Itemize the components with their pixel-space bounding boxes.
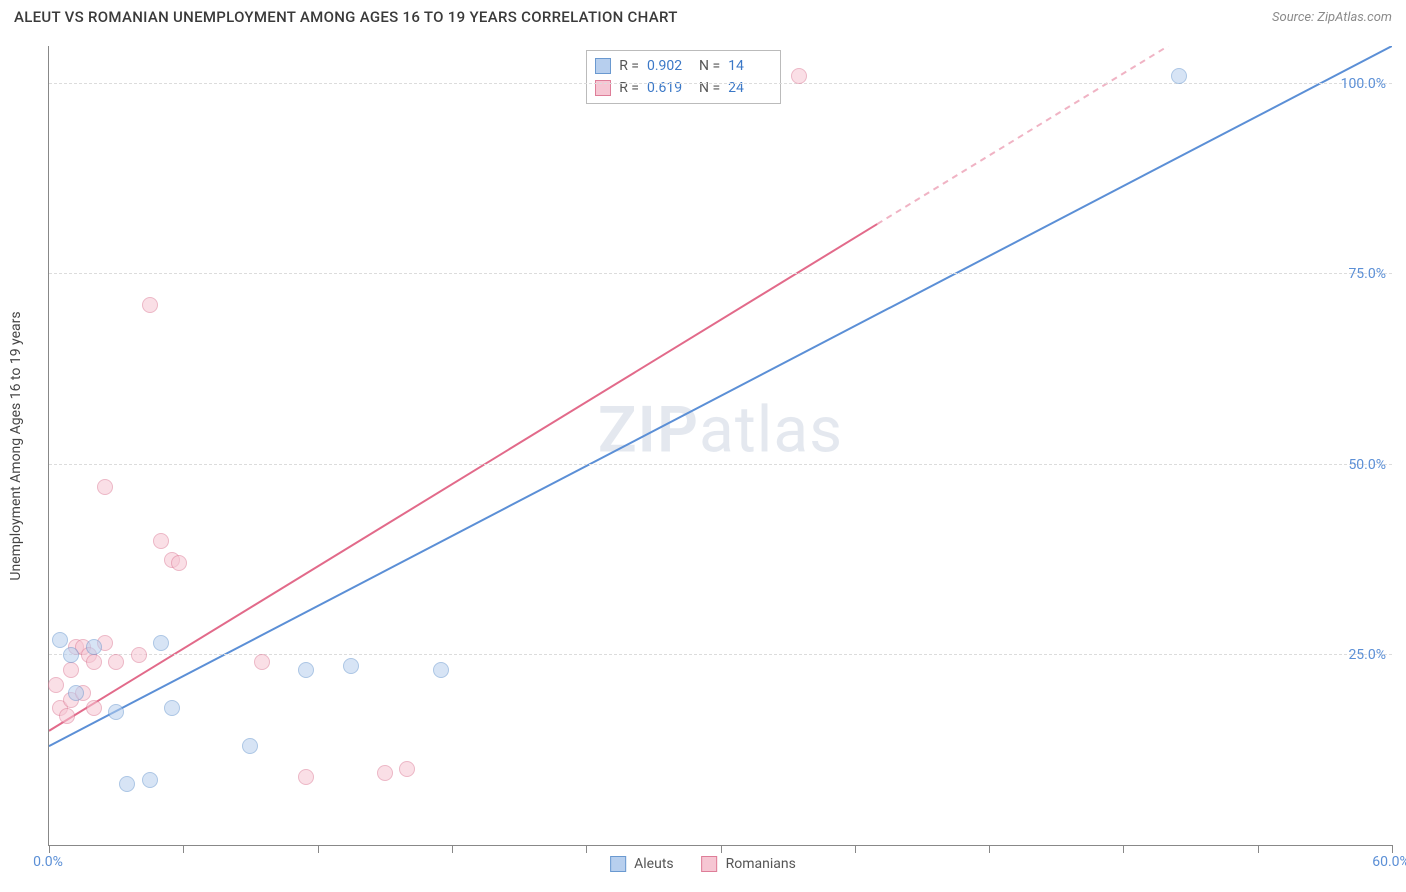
data-point-romanians [63,662,79,678]
gridline [49,83,1392,84]
data-point-romanians [97,479,113,495]
y-tick-label: 100.0% [1341,76,1386,92]
watermark: ZIPatlas [598,392,843,467]
r-value-aleuts: 0.902 [647,55,691,77]
x-tick-label: 60.0% [1372,854,1406,870]
gridline [49,273,1392,274]
swatch-aleuts [595,58,611,74]
data-point-aleuts [298,662,314,678]
y-tick-label: 75.0% [1348,266,1386,282]
series-legend: Aleuts Romanians [610,856,796,872]
legend-item-aleuts: Aleuts [610,856,673,872]
legend-label-romanians: Romanians [726,856,796,872]
trend-lines-layer [49,46,1392,845]
chart-title: ALEUT VS ROMANIAN UNEMPLOYMENT AMONG AGE… [14,8,678,26]
y-tick-label: 25.0% [1348,647,1386,663]
data-point-aleuts [153,635,169,651]
stats-legend: R = 0.902 N = 14 R = 0.619 N = 24 [586,50,781,104]
n-label-2: N = [699,77,720,99]
data-point-romanians [131,647,147,663]
data-point-aleuts [68,685,84,701]
data-point-romanians [59,708,75,724]
data-point-aleuts [86,639,102,655]
x-tick [318,845,319,853]
data-point-romanians [377,765,393,781]
x-tick [183,845,184,853]
data-point-romanians [108,654,124,670]
gridline [49,654,1392,655]
swatch-romanians-bottom [702,856,718,872]
data-point-aleuts [52,632,68,648]
r-label: R = [619,55,639,77]
data-point-romanians [791,68,807,84]
n-value-romanians: 24 [728,77,772,99]
n-label: N = [699,55,720,77]
data-point-romanians [254,654,270,670]
x-tick-label: 0.0% [33,854,63,870]
data-point-aleuts [108,704,124,720]
x-tick [989,845,990,853]
x-tick [49,845,50,853]
data-point-aleuts [242,738,258,754]
data-point-romanians [399,761,415,777]
stats-row-aleuts: R = 0.902 N = 14 [595,55,772,77]
x-tick [452,845,453,853]
data-point-aleuts [63,647,79,663]
y-tick-label: 50.0% [1348,457,1386,473]
legend-label-aleuts: Aleuts [634,856,673,872]
x-tick [1258,845,1259,853]
data-point-aleuts [433,662,449,678]
chart-plot-area: ZIPatlas R = 0.902 N = 14 R = 0.619 N = … [48,46,1392,846]
r-label-2: R = [619,77,639,99]
r-value-romanians: 0.619 [647,77,691,99]
gridline [49,464,1392,465]
data-point-romanians [153,533,169,549]
x-tick [586,845,587,853]
data-point-aleuts [1171,68,1187,84]
swatch-aleuts-bottom [610,856,626,872]
data-point-romanians [86,654,102,670]
x-tick [855,845,856,853]
data-point-romanians [86,700,102,716]
x-tick [1123,845,1124,853]
data-point-romanians [171,555,187,571]
x-tick [1392,845,1393,853]
legend-item-romanians: Romanians [702,856,796,872]
data-point-aleuts [164,700,180,716]
n-value-aleuts: 14 [728,55,772,77]
data-point-aleuts [119,776,135,792]
stats-row-romanians: R = 0.619 N = 24 [595,77,772,99]
data-point-romanians [48,677,64,693]
data-point-aleuts [343,658,359,674]
source-label: Source: ZipAtlas.com [1272,10,1392,25]
x-tick [721,845,722,853]
data-point-romanians [298,769,314,785]
y-axis-title: Unemployment Among Ages 16 to 19 years [8,311,24,580]
data-point-aleuts [142,772,158,788]
data-point-romanians [142,297,158,313]
